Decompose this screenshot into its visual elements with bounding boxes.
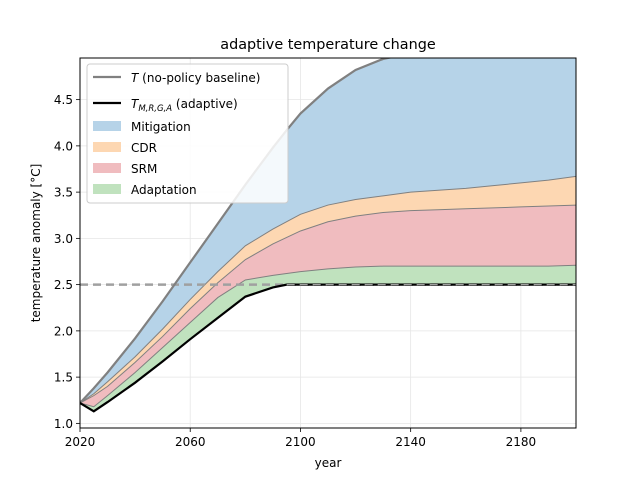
band-adaptation [80,265,576,412]
x-axis-label: year [315,456,342,470]
y-tick-label: 1.5 [54,371,73,385]
y-tick-label: 2.5 [54,278,73,292]
legend-mitigation-swatch [93,121,121,131]
series-lines [80,58,576,413]
band-mitigation [80,58,576,404]
x-tick-label: 2060 [175,435,206,449]
x-tick-label: 2100 [285,435,316,449]
legend-adaptation-label: Adaptation [131,183,197,197]
legend-adaptive-text: (adaptive) [172,97,238,111]
legend-baseline-label: T (no-policy baseline) [131,71,260,85]
y-axis-label: temperature anomaly [°C] [29,164,43,323]
band-boundary-mitigation [80,175,576,404]
legend-baseline-symbol: T [131,71,140,85]
x-tick-label: 2020 [65,435,96,449]
y-tick-label: 3.5 [54,186,73,200]
legend-adaptive-label: TM,R,G,A (adaptive) [131,97,238,114]
plot-frame [79,57,577,429]
legend-adaptive-symbol: T [131,97,140,111]
x-axis-ticks: 2020 2060 2100 2140 2180 [65,428,536,449]
y-tick-label: 1.0 [54,417,73,431]
legend-baseline-text: (no-policy baseline) [138,71,260,85]
legend-adaptive-subscript: M,R,G,A [138,104,172,114]
x-tick-label: 2140 [395,435,426,449]
band-srm [80,205,576,407]
band-boundary-srm [80,264,576,408]
y-tick-label: 2.0 [54,324,73,338]
y-tick-label: 3.0 [54,232,73,246]
legend: T (no-policy baseline) TM,R,G,A (adaptiv… [86,63,289,204]
legend-srm-swatch [93,163,121,173]
legend-box [86,63,289,204]
y-axis-ticks: 1.0 1.5 2.0 2.5 3.0 3.5 4.0 4.5 [54,93,80,431]
chart-title: adaptive temperature change [220,37,436,53]
y-tick-label: 4.0 [54,139,73,153]
x-tick-label: 2180 [506,435,537,449]
band-boundary-cdr [80,204,576,404]
band-cdr [80,176,576,404]
legend-mitigation-label: Mitigation [131,120,191,134]
legend-srm-label: SRM [131,162,157,176]
baseline-line [80,58,394,404]
legend-adaptation-swatch [93,184,121,194]
legend-cdr-swatch [93,142,121,152]
area-bands [80,58,576,412]
y-tick-label: 4.5 [54,93,73,107]
legend-cdr-label: CDR [131,141,157,155]
